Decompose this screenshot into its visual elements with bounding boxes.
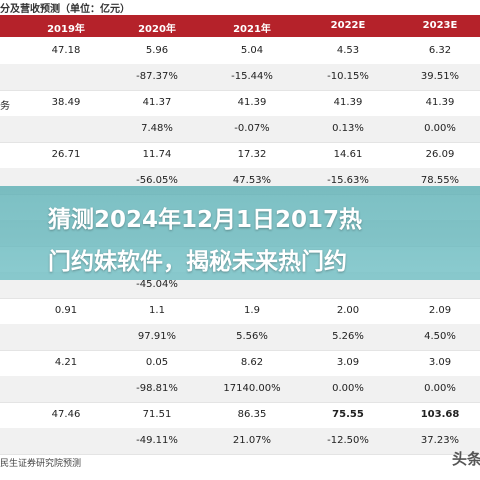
cell: 75.55 — [332, 409, 364, 420]
source: 民生证券研究院预测 — [0, 459, 82, 469]
cell: 17.32 — [237, 149, 267, 160]
cell: 2.00 — [336, 305, 360, 316]
overlay-band — [0, 186, 480, 280]
cell: 5.26% — [332, 331, 364, 342]
table-title: 分及营收预测（单位：亿元） — [0, 4, 130, 15]
cell: 1.9 — [244, 305, 260, 316]
cell: 0.05 — [145, 357, 169, 368]
cell: 5.04 — [240, 45, 264, 56]
cell: 6.32 — [428, 45, 452, 56]
cell: -15.63% — [327, 175, 369, 186]
cell: 0.91 — [54, 305, 78, 316]
cell: 5.56% — [236, 331, 268, 342]
cell: 0.00% — [424, 123, 456, 134]
cell: 47.18 — [51, 45, 81, 56]
cell: 37.23% — [420, 435, 460, 446]
cell: 71.51 — [142, 409, 172, 420]
cell: 38.49 — [51, 97, 81, 108]
cell: 4.50% — [424, 331, 456, 342]
table-row — [0, 324, 480, 351]
column-header: 2023E — [422, 20, 458, 31]
cell: 0.13% — [332, 123, 364, 134]
cell: 5.96 — [145, 45, 169, 56]
column-header: 2022E — [330, 20, 366, 31]
header-row — [0, 15, 480, 37]
cell: -98.81% — [136, 383, 178, 394]
cell: 41.39 — [425, 97, 455, 108]
cell: -15.44% — [231, 71, 273, 82]
cell: 21.07% — [232, 435, 272, 446]
cell: 11.74 — [142, 149, 172, 160]
cell: 26.09 — [425, 149, 455, 160]
cell: 1.1 — [149, 305, 165, 316]
cell: 97.91% — [137, 331, 177, 342]
cell: 2.09 — [428, 305, 452, 316]
cell: -87.37% — [136, 71, 178, 82]
row-label: 务 — [0, 101, 10, 112]
cell: 41.39 — [333, 97, 363, 108]
cell: 17140.00% — [223, 383, 281, 394]
cell: -56.05% — [136, 175, 178, 186]
cell: 103.68 — [420, 409, 460, 420]
cell: -45.04% — [136, 279, 178, 290]
cell: -49.11% — [136, 435, 178, 446]
cell: 7.48% — [141, 123, 173, 134]
cell: 0.00% — [424, 383, 456, 394]
cell: 78.55% — [420, 175, 460, 186]
cell: -10.15% — [327, 71, 369, 82]
table-row — [0, 116, 480, 143]
watermark: 头条 — [452, 450, 480, 468]
column-header: 2019年 — [47, 24, 85, 35]
cell: 41.37 — [142, 97, 172, 108]
cell: 3.09 — [428, 357, 452, 368]
cell: 14.61 — [333, 149, 363, 160]
cell: 0.00% — [332, 383, 364, 394]
column-header: 2020年 — [138, 24, 176, 35]
table-row — [0, 428, 480, 455]
cell: 41.39 — [237, 97, 267, 108]
cell: 47.46 — [51, 409, 81, 420]
cell: 86.35 — [237, 409, 267, 420]
cell: 26.71 — [51, 149, 81, 160]
cell: -0.07% — [234, 123, 270, 134]
cell: 47.53% — [232, 175, 272, 186]
overlay-text: 门约妹软件，揭秘未来热门约 — [48, 249, 347, 275]
cell: -12.50% — [327, 435, 369, 446]
cell: 8.62 — [240, 357, 264, 368]
column-header: 2021年 — [233, 24, 271, 35]
cell: 3.09 — [336, 357, 360, 368]
table-row — [0, 64, 480, 91]
overlay-text: 猜测2024年12月1日2017热 — [48, 207, 363, 233]
table-row — [0, 376, 480, 403]
cell: 4.21 — [54, 357, 78, 368]
cell: 4.53 — [336, 45, 360, 56]
cell: 39.51% — [420, 71, 460, 82]
